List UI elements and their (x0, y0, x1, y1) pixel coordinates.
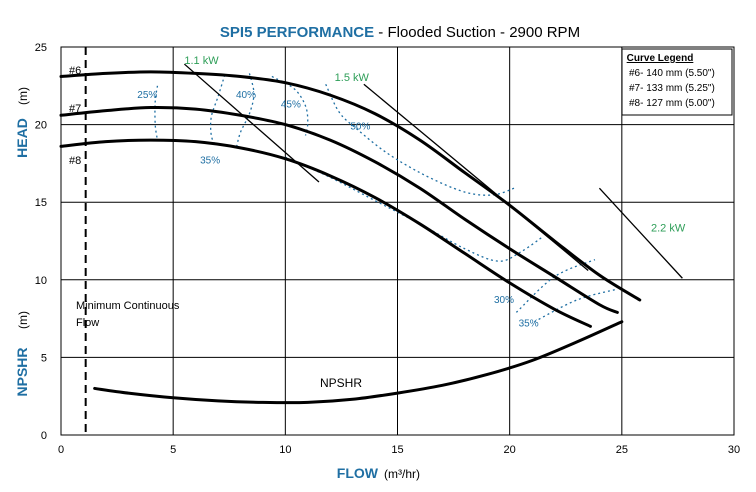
y-tick-label: 5 (41, 352, 47, 364)
x-tick-label: 20 (504, 444, 516, 456)
min-flow-label: Flow (76, 317, 99, 329)
efficiency-label: 35% (519, 318, 539, 329)
efficiency-line (515, 259, 596, 313)
tick-labels: 0 5 10 15 20 25 30 0 5 10 15 20 25 (35, 42, 740, 456)
efficiency-label: 30% (494, 295, 514, 306)
y-tick-label: 0 (41, 430, 47, 442)
efficiency-line (271, 75, 309, 136)
chart-marks (59, 47, 683, 435)
efficiency-label: 35% (200, 155, 220, 166)
legend-box (621, 48, 733, 116)
x-tick-label: 10 (279, 444, 291, 456)
legend-entry: #8- 127 mm (5.00") (629, 98, 715, 109)
y-tick-label: 15 (35, 197, 47, 209)
x-axis-unit: (m³/hr) (384, 467, 420, 481)
x-tick-label: 15 (391, 444, 403, 456)
y-tick-label: 25 (35, 42, 47, 54)
y-axis-title-npshr: NPSHR (14, 347, 30, 396)
legend-entry: #7- 133 mm (5.25") (629, 83, 715, 94)
y-tick-label: 20 (35, 120, 47, 132)
series-line-impeller-6 (59, 70, 642, 302)
x-tick-label: 0 (58, 444, 64, 456)
efficiency-label: 40% (236, 90, 256, 101)
chart-title-main: SPI5 PERFORMANCE (220, 24, 374, 41)
x-tick-label: 30 (728, 444, 740, 456)
legend-title: Curve Legend (627, 53, 694, 64)
chart-title: SPI5 PERFORMANCE - Flooded Suction - 290… (220, 24, 580, 41)
y-axis-unit-npshr: (m) (16, 311, 30, 329)
x-tick-label: 25 (616, 444, 628, 456)
series-line-impeller-7 (59, 105, 619, 314)
legend-entry: #6- 140 mm (5.50") (629, 68, 715, 79)
series-line-npshr (93, 320, 624, 405)
chart-title-sub: - Flooded Suction - 2900 RPM (374, 24, 580, 41)
power-label: 2.2 kW (651, 223, 686, 235)
efficiency-line (235, 73, 255, 150)
power-line (598, 187, 683, 279)
y-axis-title-head: HEAD (14, 118, 30, 158)
efficiency-label: 25% (137, 90, 157, 101)
x-axis-title: FLOW (337, 465, 379, 481)
y-tick-label: 10 (35, 275, 47, 287)
series-label: #7 (69, 103, 81, 115)
legend: Curve Legend #6- 140 mm (5.50") #7- 133 … (621, 48, 733, 116)
min-flow-label: Minimum Continuous (76, 300, 180, 312)
efficiency-label: 50% (350, 121, 370, 132)
efficiency-line (534, 288, 618, 323)
power-label: 1.5 kW (335, 72, 370, 84)
chart-labels: #6 #7 #8 NPSHR 1.1 kW 1.5 kW 2.2 kW 25% 35% 40% 45… (69, 55, 686, 390)
y-axis-unit-head: (m) (16, 87, 30, 105)
series-label: NPSHR (320, 376, 362, 390)
series-line-impeller-8 (59, 138, 592, 328)
efficiency-line (154, 85, 159, 141)
x-tick-label: 5 (170, 444, 176, 456)
power-label: 1.1 kW (184, 55, 219, 67)
series-label: #8 (69, 155, 81, 167)
series-label: #6 (69, 65, 81, 77)
efficiency-line (209, 74, 226, 147)
efficiency-label: 45% (281, 100, 301, 111)
